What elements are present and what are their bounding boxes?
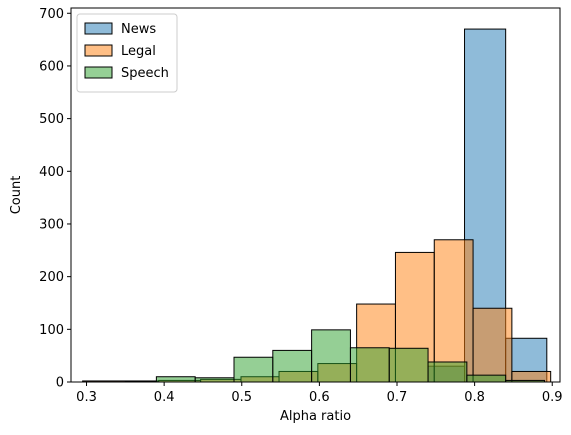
x-tick-label: 0.9	[542, 390, 563, 405]
y-tick-label: 500	[39, 112, 64, 127]
legend-swatch-legal	[84, 44, 113, 57]
y-tick-label: 300	[39, 217, 64, 232]
y-tick-label: 100	[39, 323, 64, 338]
x-tick-label: 0.6	[309, 390, 330, 405]
bar-speech-4	[272, 349, 313, 383]
bar-speech-8	[427, 361, 468, 383]
legend-swatch-news	[84, 22, 113, 35]
bar-legal-8	[433, 239, 474, 383]
x-tick-label: 0.3	[76, 390, 97, 405]
y-tick-label: 600	[39, 59, 64, 74]
legend-label-speech: Speech	[121, 66, 169, 81]
x-tick-label: 0.8	[464, 390, 485, 405]
x-tick-label: 0.4	[154, 390, 175, 405]
x-axis-label: Alpha ratio	[280, 409, 351, 424]
bar-speech-5	[311, 329, 351, 383]
legend-swatch-speech	[84, 66, 113, 79]
y-tick-label: 700	[39, 7, 64, 22]
plot-frame	[70, 7, 561, 383]
bar-speech-6	[349, 347, 390, 383]
y-axis: 0 100 200 300 400 500 600 700	[39, 7, 71, 391]
bar-speech-1	[155, 376, 196, 383]
bar-speech-2	[194, 377, 235, 383]
legend-label-legal: Legal	[121, 44, 156, 59]
bars-layer	[82, 28, 552, 383]
legend[interactable]: News Legal Speech	[76, 13, 178, 93]
x-tick-label: 0.7	[387, 390, 408, 405]
series-speech	[124, 329, 545, 383]
x-axis: 0.3 0.4 0.5 0.6 0.7 0.8 0.9	[76, 382, 563, 405]
bar-speech-3	[233, 356, 274, 383]
x-tick-label: 0.5	[231, 390, 252, 405]
y-axis-label: Count	[9, 176, 24, 215]
bar-speech-9	[466, 374, 507, 383]
bar-legal-9	[472, 307, 513, 383]
legend-label-news: News	[121, 22, 156, 37]
y-tick-label: 200	[39, 270, 64, 285]
bar-speech-7	[388, 347, 429, 383]
y-tick-label: 0	[56, 376, 64, 391]
y-tick-label: 400	[39, 165, 64, 180]
